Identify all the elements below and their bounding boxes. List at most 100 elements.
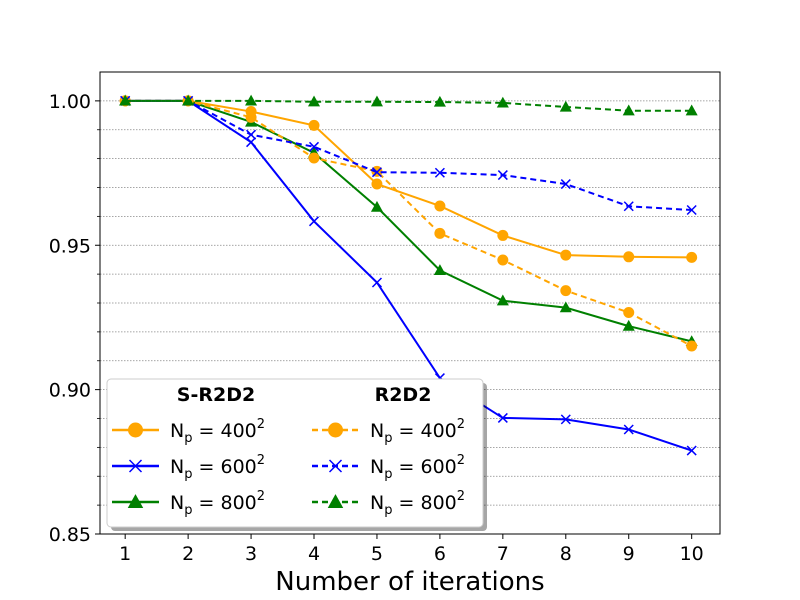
data-point [622,319,635,331]
x-tick-label: 2 [182,543,194,565]
data-point-stroke [623,201,634,212]
data-point [246,137,257,148]
data-point-stroke [328,459,343,473]
legend-label: Np = 4002 [370,417,465,446]
data-point [308,216,320,227]
series-line [125,99,692,452]
data-point [497,254,509,266]
series-r2d2-400 [119,95,698,352]
data-point-stroke [371,167,382,178]
data-point [371,167,382,178]
series-s-r2d2-800 [119,94,698,347]
data-point-stroke [308,141,320,152]
data-point [308,141,320,152]
data-point [434,200,446,212]
y-tick-label: 0.95 [49,235,91,257]
data-point [623,251,635,263]
x-tick-label: 10 [680,543,704,565]
data-point [245,111,257,123]
legend-label: Np = 8002 [370,489,465,518]
series-line [125,99,692,343]
data-point [623,307,635,319]
legend-entry: Np = 8002 [312,489,465,518]
data-point [496,96,509,108]
axis-ticks: 1 2 3 4 5 6 7 8 9 10 0.85 0.90 0.95 1.00 [49,91,704,565]
legend-label: Np = 6002 [370,453,465,482]
data-point-stroke [308,216,320,227]
data-point [497,229,509,241]
data-point-stroke [686,445,697,456]
data-point [560,249,572,261]
series-line [125,99,693,347]
data-point [686,340,698,352]
series-r2d2-800 [119,94,698,116]
data-point-stroke [371,277,382,288]
data-point [433,95,446,107]
data-point [246,129,257,140]
data-point [622,104,635,116]
y-tick-label: 0.90 [49,380,91,402]
data-point [686,445,697,456]
series-line [125,99,692,212]
legend-entry: Np = 4002 [312,417,465,446]
series-line [125,99,692,112]
data-point [559,301,572,313]
data-point [560,285,572,297]
data-point [497,170,508,181]
data-point-stroke [434,167,445,178]
legend-label: Np = 8002 [170,489,265,518]
data-point [560,414,571,425]
data-point [370,95,383,107]
data-point-stroke [623,424,634,435]
data-point [328,459,343,473]
data-point [433,264,446,276]
legend-entry: Np = 6002 [112,453,265,482]
data-point [371,178,383,190]
x-axis-label: Number of iterations [275,567,544,597]
x-tick-label: 9 [623,543,635,565]
data-point-stroke [560,179,571,190]
data-point-stroke [128,459,143,473]
series-line [125,99,692,259]
data-point [327,494,344,509]
data-point [686,204,697,216]
data-point [686,251,698,263]
data-point [128,422,143,438]
legend-label: Np = 6002 [170,453,265,482]
data-point [245,94,258,106]
legend-box [106,378,484,528]
x-tick-label: 1 [119,543,131,565]
data-point [559,100,572,112]
data-point-stroke [560,414,571,425]
y-tick-label: 1.00 [49,91,91,113]
data-point [308,119,320,131]
data-point [370,200,383,212]
legend-entry: Np = 4002 [112,417,265,446]
x-tick-label: 6 [434,543,446,565]
data-point [308,152,320,164]
legend: S-R2D2 Np = 4002 Np = 6002 Np = 8002 R2D2 Np … [106,378,487,531]
x-tick-label: 8 [560,543,572,565]
y-tick-label: 0.85 [49,524,91,546]
data-point [182,94,195,106]
data-point [119,94,132,106]
legend-title: R2D2 [375,384,432,406]
data-point [127,494,144,509]
data-point [685,104,698,116]
data-point-stroke [497,412,508,423]
data-point [560,179,571,190]
data-point [623,201,634,212]
x-tick-label: 4 [308,543,320,565]
data-point [434,227,446,239]
legend-label: Np = 4002 [170,417,265,446]
series-lines [119,94,698,456]
data-point [328,422,343,438]
data-point-stroke [686,204,697,216]
data-point [496,294,509,306]
data-point-stroke [497,170,508,181]
data-point [434,167,445,178]
data-point [371,277,382,288]
legend-entry: Np = 8002 [112,489,265,518]
data-point [623,424,634,435]
